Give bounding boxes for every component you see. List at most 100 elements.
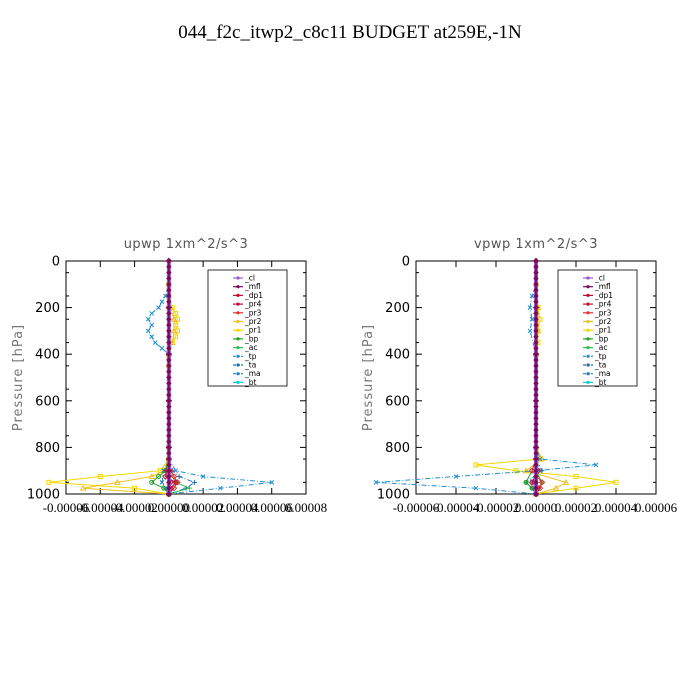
data-point xyxy=(533,310,539,317)
data-point xyxy=(593,462,599,468)
data-point xyxy=(533,427,539,433)
data-point xyxy=(533,386,539,392)
data-point xyxy=(552,484,560,491)
data-point xyxy=(170,327,178,334)
y-tick-label: 1000 xyxy=(377,488,410,503)
data-point xyxy=(533,275,539,282)
data-point xyxy=(529,293,535,299)
y-tick-label: 200 xyxy=(385,301,410,316)
legend-label: _pr2 xyxy=(594,317,612,326)
data-point xyxy=(170,315,178,322)
data-point xyxy=(174,479,181,486)
x-tick-label: 0.00000 xyxy=(148,500,190,515)
legend-label: _ta xyxy=(244,361,256,370)
data-point xyxy=(533,456,539,462)
data-point xyxy=(166,392,172,398)
data-point xyxy=(269,479,275,485)
data-point xyxy=(533,467,539,474)
series-line-pr2 xyxy=(83,284,175,495)
data-point xyxy=(217,485,223,491)
legend-marker xyxy=(586,380,590,384)
data-point xyxy=(166,357,172,363)
data-point xyxy=(166,258,172,264)
data-point xyxy=(533,299,539,305)
legend-marker xyxy=(236,354,240,358)
legend-label: _pr4 xyxy=(244,300,262,309)
data-point xyxy=(192,479,198,485)
legend-marker xyxy=(586,285,590,289)
data-point xyxy=(166,328,172,334)
data-point xyxy=(159,346,165,351)
data-point xyxy=(373,479,379,485)
data-point xyxy=(533,287,539,293)
x-tick-label: 0.00006 xyxy=(251,500,294,515)
data-point xyxy=(166,386,172,392)
data-point xyxy=(166,304,172,311)
data-point xyxy=(149,334,155,340)
data-point xyxy=(533,438,539,445)
legend-label: _dp1 xyxy=(594,291,613,300)
data-point xyxy=(166,427,172,433)
legend-marker xyxy=(236,285,240,289)
data-point xyxy=(149,311,155,316)
legend-label: _pr3 xyxy=(244,308,262,317)
legend-marker xyxy=(586,363,590,367)
data-point xyxy=(533,345,539,352)
x-tick-label: 0.00002 xyxy=(555,500,597,515)
data-point xyxy=(533,398,539,404)
data-point xyxy=(173,310,179,316)
chart-panel-1: upwp 1xm^2/s^3 Pressure [hPa] 0 200 400 600 80… xyxy=(11,237,327,515)
data-point xyxy=(533,409,539,416)
data-point xyxy=(533,334,539,340)
data-point xyxy=(166,450,172,456)
data-point xyxy=(46,479,52,485)
data-point xyxy=(148,472,156,480)
data-point xyxy=(114,478,121,485)
data-point xyxy=(522,467,530,474)
legend-box xyxy=(557,269,638,387)
data-point xyxy=(523,479,529,485)
y-tick-label: 800 xyxy=(385,441,410,456)
data-point xyxy=(170,473,178,480)
data-point xyxy=(533,316,539,322)
data-point xyxy=(166,269,172,276)
plot-frame xyxy=(65,260,307,495)
legend-marker xyxy=(586,372,590,376)
y-tick-label: 600 xyxy=(35,394,60,409)
data-point xyxy=(156,305,161,310)
legend-marker xyxy=(236,372,240,376)
y-tick-label: 400 xyxy=(385,348,410,363)
data-point xyxy=(533,403,539,410)
legend-label: _bp xyxy=(594,334,609,343)
data-point xyxy=(533,485,539,491)
y-tick-label: 0 xyxy=(402,255,410,270)
legend-label: _tp xyxy=(594,352,607,361)
data-point xyxy=(166,409,172,416)
data-point xyxy=(533,264,539,270)
data-point xyxy=(533,450,539,456)
legend: _cl_mfl_dp1_pr4_pr3_pr2_pr1_bp_ac_tp_ta_… xyxy=(557,269,638,387)
data-point xyxy=(533,281,539,288)
x-tick-label: -0.00002 xyxy=(111,500,158,515)
legend-marker xyxy=(236,302,240,306)
legend-label: _pr1 xyxy=(594,326,612,335)
legend-box xyxy=(207,269,288,387)
data-point xyxy=(533,392,539,398)
data-point xyxy=(533,444,539,451)
data-point xyxy=(79,484,87,491)
series-line-ac xyxy=(168,470,191,495)
data-point xyxy=(176,474,182,480)
data-point xyxy=(166,275,172,282)
data-point xyxy=(172,479,179,486)
legend-label: _ma xyxy=(594,369,611,378)
data-point xyxy=(166,264,172,270)
y-tick-label: 400 xyxy=(35,348,60,363)
legend-label: _pr1 xyxy=(244,326,262,335)
legend-marker xyxy=(236,276,240,280)
legend-marker xyxy=(586,293,590,297)
data-point xyxy=(533,415,539,421)
legend: _cl_mfl_dp1_pr4_pr3_pr2_pr1_bp_ac_tp_ta_… xyxy=(207,269,288,387)
data-point xyxy=(152,340,158,345)
x-tick-label: -0.00004 xyxy=(433,500,480,515)
y-tick-label: 1000 xyxy=(27,488,60,503)
